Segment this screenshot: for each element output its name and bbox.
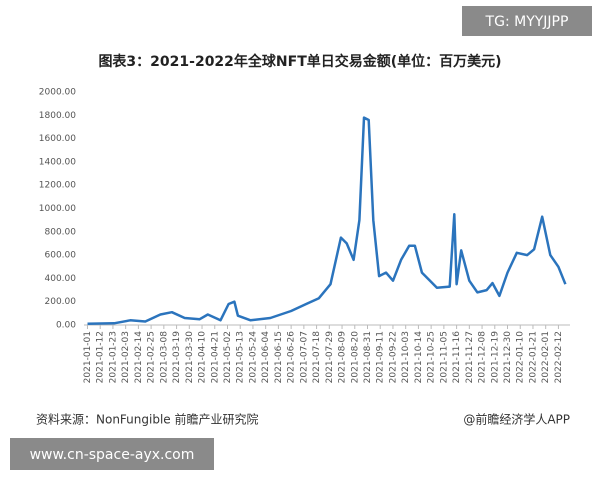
x-tick-label: 2021-07-07 — [299, 331, 309, 383]
x-tick-label: 2021-01-12 — [96, 331, 106, 383]
x-tick-label: 2022-02-12 — [554, 331, 564, 383]
y-tick-label: 1200.00 — [39, 181, 76, 191]
x-tick-label: 2021-11-27 — [465, 331, 475, 383]
y-tick-label: 1800.00 — [39, 111, 76, 121]
x-tick-label: 2021-01-23 — [108, 331, 118, 383]
y-tick-label: 0.00 — [56, 321, 76, 331]
watermark-box — [10, 438, 214, 470]
x-tick-label: 2021-03-08 — [159, 331, 169, 384]
x-tick-label: 2021-04-21 — [210, 331, 220, 383]
y-tick-label: 200.00 — [45, 297, 77, 307]
x-tick-label: 2021-02-25 — [147, 331, 157, 383]
x-tick-label: 2021-08-20 — [350, 331, 360, 384]
x-tick-label: 2021-12-08 — [478, 331, 488, 384]
x-tick-label: 2021-05-13 — [236, 331, 246, 383]
data-line — [87, 116, 567, 326]
y-tick-label: 400.00 — [45, 274, 77, 284]
y-tick-label: 1000.00 — [39, 204, 76, 214]
x-tick-label: 2021-08-31 — [363, 331, 373, 383]
x-tick-label: 2021-06-15 — [274, 331, 284, 383]
x-tick-label: 2021-09-22 — [388, 331, 398, 383]
x-tick-label: 2021-09-11 — [376, 331, 386, 383]
x-tick-label: 2021-03-19 — [172, 331, 182, 384]
x-tick-label: 2021-01-01 — [83, 331, 93, 383]
x-tick-label: 2021-10-03 — [401, 331, 411, 383]
y-tick-label: 800.00 — [45, 227, 77, 237]
watermark: TG: MYYJJPP — [485, 14, 569, 30]
y-tick-label: 1400.00 — [39, 157, 76, 167]
watermark-box — [462, 6, 592, 36]
x-tick-label: 2021-05-02 — [223, 331, 233, 383]
x-tick-label: 2021-08-09 — [338, 331, 348, 384]
watermark: www.cn-space-ayx.com — [30, 447, 195, 463]
x-tick-label: 2021-06-04 — [261, 331, 271, 384]
x-tick-label: 2021-03-30 — [185, 331, 195, 384]
credit: @前瞻经济学人APP — [463, 412, 570, 427]
x-tick-label: 2021-10-25 — [427, 331, 437, 383]
x-tick-label: 2021-02-03 — [121, 331, 131, 383]
x-tick-label: 2021-06-26 — [287, 331, 297, 384]
y-tick-label: 2000.00 — [39, 88, 76, 98]
x-tick-label: 2022-02-01 — [541, 331, 551, 383]
x-tick-label: 2022-01-21 — [528, 331, 538, 383]
x-tick-label: 2021-10-14 — [414, 331, 424, 384]
x-tick-label: 2021-11-16 — [452, 331, 462, 384]
x-tick-label: 2021-11-05 — [439, 331, 449, 383]
x-tick-label: 2021-04-10 — [198, 331, 208, 384]
x-tick-label: 2021-12-30 — [503, 331, 513, 384]
chart-title: 图表3：2021-2022年全球NFT单日交易金额(单位：百万美元) — [98, 53, 501, 70]
x-tick-label: 2021-05-24 — [248, 331, 258, 384]
x-tick-label: 2021-12-19 — [490, 331, 500, 384]
x-tick-label: 2021-07-18 — [312, 331, 322, 384]
x-tick-label: 2021-07-29 — [325, 331, 335, 384]
y-tick-label: 600.00 — [45, 251, 77, 261]
y-tick-label: 1600.00 — [39, 134, 76, 144]
x-tick-label: 2021-02-14 — [134, 331, 144, 384]
x-tick-label: 2022-01-10 — [516, 331, 526, 384]
source: 资料来源：NonFungible 前瞻产业研究院 — [36, 412, 258, 427]
